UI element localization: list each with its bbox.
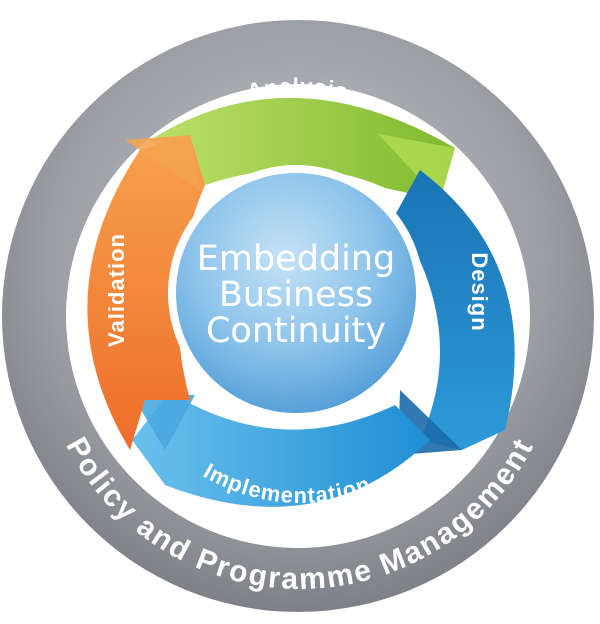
segment-validation <box>87 135 205 450</box>
center-line-2: Business <box>219 275 373 315</box>
segment-implementation-arrow <box>132 395 195 450</box>
segment-analysis <box>150 97 455 200</box>
segment-label-validation: Validation <box>104 233 129 347</box>
segment-design <box>395 170 515 450</box>
center-line-1: Embedding <box>197 239 396 279</box>
center-disc <box>176 173 416 413</box>
segment-label-design: Design <box>467 252 492 331</box>
segment-validation-arrow <box>125 135 200 190</box>
center-line-3: Continuity <box>206 311 386 351</box>
segment-implementation <box>132 392 430 507</box>
